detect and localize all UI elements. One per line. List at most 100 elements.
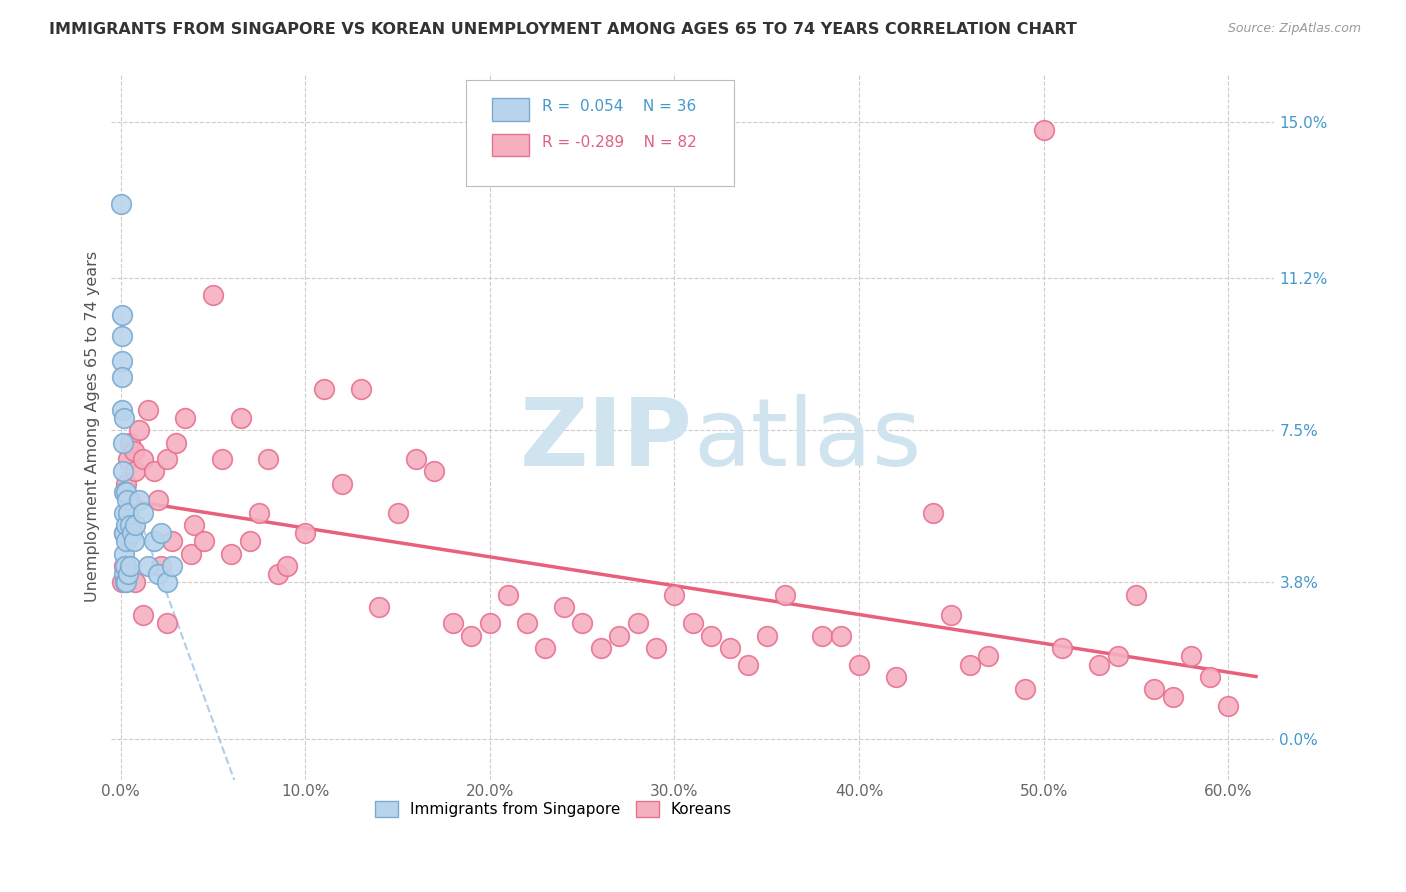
Point xyxy=(121,517,143,532)
Point xyxy=(124,465,146,479)
Point xyxy=(115,493,138,508)
Point xyxy=(183,517,205,532)
Point xyxy=(830,629,852,643)
Point xyxy=(755,629,778,643)
Point xyxy=(112,559,135,574)
Point xyxy=(112,411,135,425)
Point xyxy=(1180,649,1202,664)
Point xyxy=(112,485,135,500)
Point xyxy=(112,506,135,520)
Point xyxy=(138,559,160,574)
Point xyxy=(571,616,593,631)
Point xyxy=(276,559,298,574)
Text: ZIP: ZIP xyxy=(520,394,693,486)
Point xyxy=(146,567,169,582)
Point xyxy=(156,452,179,467)
Point xyxy=(115,559,138,574)
Legend: Immigrants from Singapore, Koreans: Immigrants from Singapore, Koreans xyxy=(367,794,740,825)
Point xyxy=(460,629,482,643)
Point xyxy=(112,547,135,561)
Point xyxy=(132,506,155,520)
Point xyxy=(441,616,464,631)
Point xyxy=(112,526,135,541)
Point xyxy=(247,506,270,520)
Point xyxy=(124,517,146,532)
Point xyxy=(132,452,155,467)
Point xyxy=(162,559,184,574)
Point xyxy=(115,517,138,532)
Point xyxy=(121,526,143,541)
Point xyxy=(211,452,233,467)
Point xyxy=(117,567,139,582)
Point xyxy=(174,411,197,425)
Point xyxy=(111,575,134,590)
Point xyxy=(112,526,135,541)
Point xyxy=(478,616,501,631)
Point xyxy=(1107,649,1129,664)
Point xyxy=(180,547,202,561)
Point xyxy=(115,575,138,590)
Point xyxy=(156,616,179,631)
Point xyxy=(737,657,759,672)
Point xyxy=(111,329,134,343)
Point xyxy=(1014,682,1036,697)
Point xyxy=(115,476,138,491)
Point xyxy=(110,197,132,211)
Point xyxy=(115,534,138,549)
Point xyxy=(1218,698,1240,713)
FancyBboxPatch shape xyxy=(467,80,734,186)
Point xyxy=(553,600,575,615)
Point xyxy=(128,493,150,508)
Text: R = -0.289    N = 82: R = -0.289 N = 82 xyxy=(541,135,696,150)
Point xyxy=(884,670,907,684)
Point xyxy=(146,493,169,508)
Point xyxy=(117,452,139,467)
Point xyxy=(330,476,353,491)
Point xyxy=(775,588,797,602)
Point xyxy=(142,534,165,549)
Point xyxy=(423,465,446,479)
Point xyxy=(405,452,427,467)
Point xyxy=(312,382,335,396)
Point xyxy=(1088,657,1111,672)
Point xyxy=(1199,670,1222,684)
Point xyxy=(589,641,612,656)
Bar xyxy=(492,134,529,156)
Point xyxy=(239,534,262,549)
Point xyxy=(118,493,141,508)
Text: atlas: atlas xyxy=(693,394,921,486)
Point xyxy=(977,649,1000,664)
Point xyxy=(114,559,136,574)
Point xyxy=(165,435,187,450)
Point xyxy=(124,575,146,590)
Point xyxy=(112,567,135,582)
Point xyxy=(193,534,215,549)
Point xyxy=(115,485,138,500)
Point xyxy=(156,575,179,590)
Point xyxy=(266,567,288,582)
Point xyxy=(162,534,184,549)
Point xyxy=(387,506,409,520)
Point xyxy=(607,629,630,643)
Point xyxy=(111,435,134,450)
Point xyxy=(700,629,723,643)
Point xyxy=(922,506,945,520)
Point xyxy=(132,608,155,623)
Point xyxy=(138,402,160,417)
Y-axis label: Unemployment Among Ages 65 to 74 years: Unemployment Among Ages 65 to 74 years xyxy=(86,251,100,602)
Point xyxy=(221,547,243,561)
Point xyxy=(1161,690,1184,705)
Point xyxy=(941,608,963,623)
Point xyxy=(257,452,280,467)
Text: Source: ZipAtlas.com: Source: ZipAtlas.com xyxy=(1227,22,1361,36)
Point xyxy=(1032,123,1054,137)
Point xyxy=(534,641,557,656)
Point xyxy=(201,288,224,302)
Point xyxy=(111,402,134,417)
Point xyxy=(1125,588,1147,602)
Text: R =  0.054    N = 36: R = 0.054 N = 36 xyxy=(541,99,696,114)
Point xyxy=(111,309,134,323)
Point xyxy=(294,526,316,541)
Point xyxy=(718,641,741,656)
Point xyxy=(516,616,538,631)
